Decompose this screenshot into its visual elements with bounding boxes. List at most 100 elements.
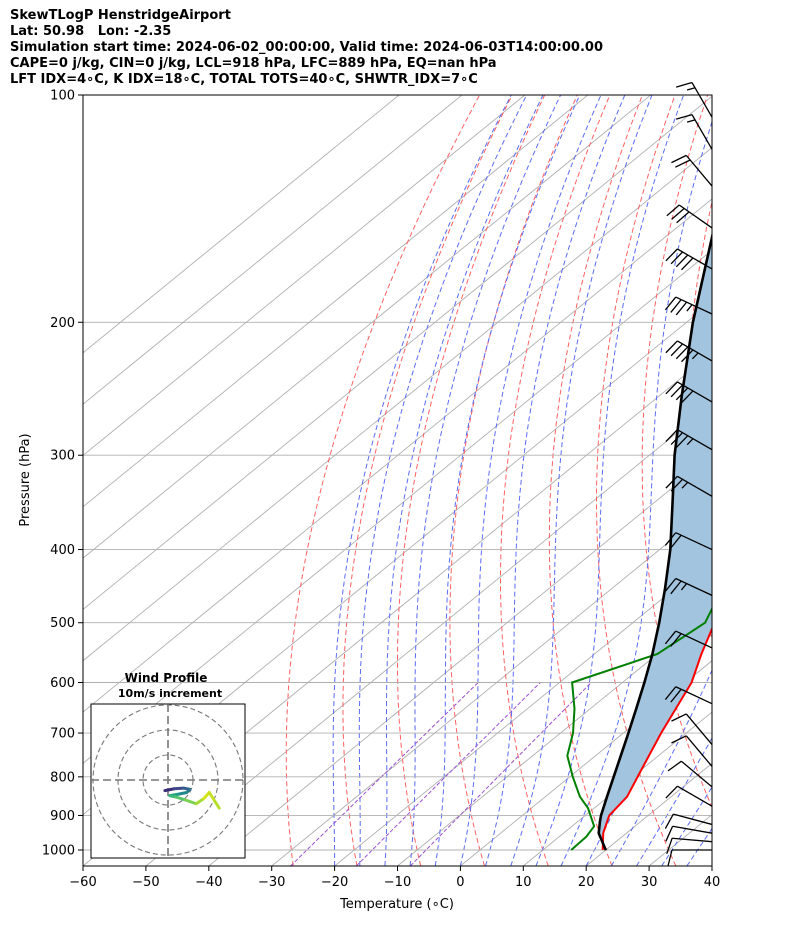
barb-flag <box>665 429 678 443</box>
barb-flag <box>670 688 682 703</box>
isotherm-line <box>83 95 589 508</box>
parcel-line <box>597 231 712 851</box>
barb-shaft <box>675 296 713 315</box>
barb-flag <box>670 478 684 492</box>
barb-shaft <box>691 114 713 150</box>
hodograph-segment <box>207 791 217 803</box>
barb-flag <box>670 432 684 446</box>
hodograph-segment <box>175 791 189 796</box>
wind-barb <box>666 837 713 855</box>
barb-flag <box>671 735 687 744</box>
barb-flag <box>665 248 678 262</box>
x-tick-label: −10 <box>384 875 411 890</box>
x-tick-label: 30 <box>641 875 658 890</box>
barb-flag <box>681 257 694 271</box>
barb-shaft <box>675 577 713 596</box>
barb-flag <box>665 825 674 842</box>
barb-shaft <box>675 532 713 551</box>
wind-barb <box>664 577 713 596</box>
barb-flag <box>681 390 694 404</box>
y-tick-label: 800 <box>50 770 75 785</box>
dry-adiabat-line <box>729 95 794 866</box>
hodograph-segment <box>184 798 198 806</box>
dry-adiabat-line <box>285 95 480 866</box>
moist-adiabat-line <box>636 737 712 866</box>
moist-adiabat-line <box>332 95 512 866</box>
isotherm-line <box>711 865 712 866</box>
wind-barb <box>675 114 713 150</box>
barb-shaft <box>672 837 713 843</box>
barb-flag <box>670 299 682 313</box>
barb-flag <box>664 686 677 700</box>
barb-flag <box>665 381 678 395</box>
axes: −60 −50 −40 −30 −20 −10 0 10 20 30 40 100 200 300 400 5… <box>42 89 720 891</box>
barb-flag <box>670 384 684 398</box>
wind-barb <box>665 248 713 271</box>
wind-barb <box>671 735 713 767</box>
moist-adiabat-line <box>409 95 562 866</box>
temperature-line <box>601 626 712 851</box>
hodograph-inset: Wind Profile 10m/s increment <box>90 671 246 859</box>
indices-line-2: LFT IDX=4∘C, K IDX=18∘C, TOTAL TOTS=40∘C… <box>10 72 478 87</box>
isotherm-line <box>460 660 712 866</box>
isotherm-line <box>83 95 712 611</box>
barb-flag <box>667 760 682 772</box>
barb-flag <box>666 204 680 217</box>
y-axis-label: Pressure (hPa) <box>18 433 33 526</box>
barb-flag <box>671 713 687 722</box>
x-tick-label: 40 <box>704 875 721 890</box>
barb-half-flag <box>686 304 693 312</box>
y-tick-label: 900 <box>50 809 75 824</box>
dry-adiabat-line <box>500 95 611 866</box>
barb-shaft <box>685 154 713 187</box>
x-tick-label: 10 <box>515 875 532 890</box>
barb-shaft <box>672 825 713 834</box>
isotherm-line <box>397 608 712 866</box>
profiles <box>566 231 712 851</box>
barb-half-flag <box>680 583 688 591</box>
wind-barb <box>675 81 713 118</box>
moist-adiabat-line <box>560 120 712 866</box>
isotherm-line <box>334 557 712 866</box>
barb-shaft <box>677 475 713 497</box>
wind-barb <box>664 630 713 649</box>
barb-flag <box>675 254 689 268</box>
barb-flag <box>665 785 678 799</box>
x-tick-label: −20 <box>321 875 348 890</box>
y-tick-label: 600 <box>50 676 75 691</box>
dry-adiabat-line <box>771 95 794 866</box>
moist-adiabat-line <box>358 95 528 866</box>
mixing-ratio-line <box>290 682 479 866</box>
barb-flag <box>670 343 684 357</box>
x-axis-label: Temperature (∘C) <box>339 897 454 912</box>
barb-flag <box>667 849 673 867</box>
barb-flag <box>664 296 677 311</box>
x-tick-label: 20 <box>578 875 595 890</box>
dry-adiabat-line <box>342 95 513 866</box>
barb-flag <box>675 159 691 168</box>
barb-shaft <box>685 713 713 745</box>
wind-barbs <box>664 81 713 867</box>
y-tick-label: 500 <box>50 616 75 631</box>
barb-shaft <box>680 760 713 788</box>
chart-title: SkewTLogP HenstridgeAirport <box>10 8 231 23</box>
mixing-ratio-line <box>355 682 541 866</box>
dry-adiabat-line <box>397 95 546 866</box>
barb-flag <box>675 346 689 360</box>
barb-shaft <box>677 785 713 807</box>
wind-barb <box>664 686 713 705</box>
dry-adiabat-line <box>449 95 578 866</box>
wind-barb <box>665 381 713 404</box>
y-tick-label: 1000 <box>42 844 75 859</box>
x-tick-label: −50 <box>132 875 159 890</box>
chart-header: SkewTLogP HenstridgeAirport Lat: 50.98 L… <box>10 8 603 88</box>
wind-barb <box>665 429 713 451</box>
isotherm-line <box>83 95 526 457</box>
barb-half-flag <box>686 87 696 91</box>
x-tick-label: −30 <box>258 875 285 890</box>
isotherm-line <box>83 147 712 662</box>
wind-barb <box>665 785 713 807</box>
hodograph-segment <box>174 795 187 802</box>
barb-shaft <box>675 686 713 705</box>
